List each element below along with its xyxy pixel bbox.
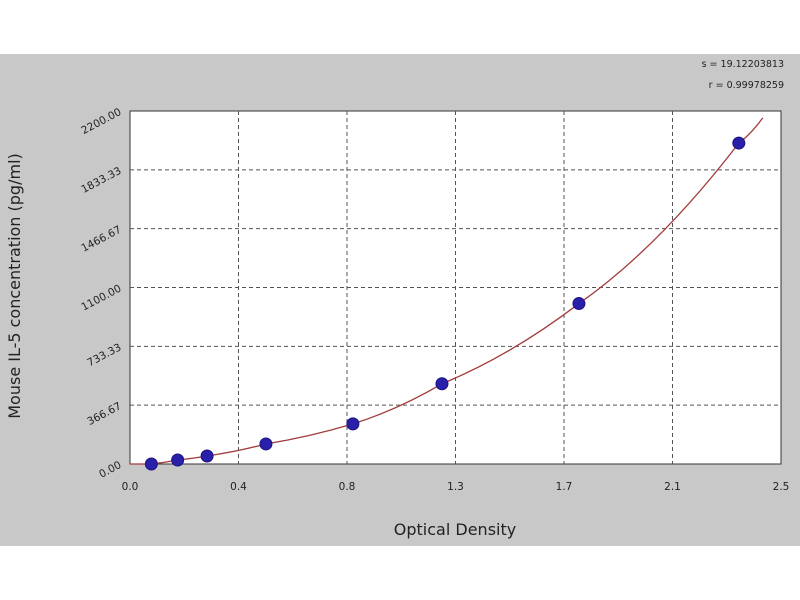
- x-tick-label: 2.5: [773, 481, 790, 493]
- x-tick-label: 1.3: [447, 481, 464, 493]
- y-tick-label: 0.00: [97, 459, 123, 481]
- y-tick-label: 2200.00: [79, 106, 123, 137]
- stat-r: r = 0.99978259: [709, 80, 784, 91]
- x-tick-label: 0.8: [339, 481, 356, 493]
- data-point: [259, 437, 273, 451]
- data-point: [435, 377, 449, 391]
- x-tick-label: 2.1: [664, 481, 681, 493]
- data-point: [171, 453, 185, 467]
- y-tick-label: 733.33: [85, 341, 123, 369]
- x-tick-label: 0.4: [230, 481, 247, 493]
- data-points: [144, 136, 746, 471]
- data-point: [200, 449, 214, 463]
- stat-s: s = 19.12203813: [702, 59, 784, 70]
- y-tick-label: 1100.00: [79, 283, 123, 314]
- x-tick-label: 1.7: [556, 481, 573, 493]
- data-point: [346, 417, 360, 431]
- x-axis-title: Optical Density: [394, 520, 516, 539]
- y-tick-label: 366.67: [85, 400, 123, 428]
- chart-canvas: s = 19.12203813 r = 0.99978259 0.0 0.4 0.8…: [0, 54, 800, 546]
- data-point: [572, 297, 586, 311]
- standard-curve-chart: s = 19.12203813 r = 0.99978259 0.0 0.4 0.8…: [5, 59, 790, 539]
- y-tick-label: 1466.67: [79, 224, 123, 255]
- grid-lines: [130, 111, 781, 464]
- y-axis-title: Mouse IL-5 concentration (pg/ml): [5, 153, 24, 419]
- y-tick-label: 1833.33: [79, 165, 123, 196]
- data-point: [732, 136, 746, 150]
- data-point: [144, 457, 158, 471]
- x-tick-label: 0.0: [122, 481, 139, 493]
